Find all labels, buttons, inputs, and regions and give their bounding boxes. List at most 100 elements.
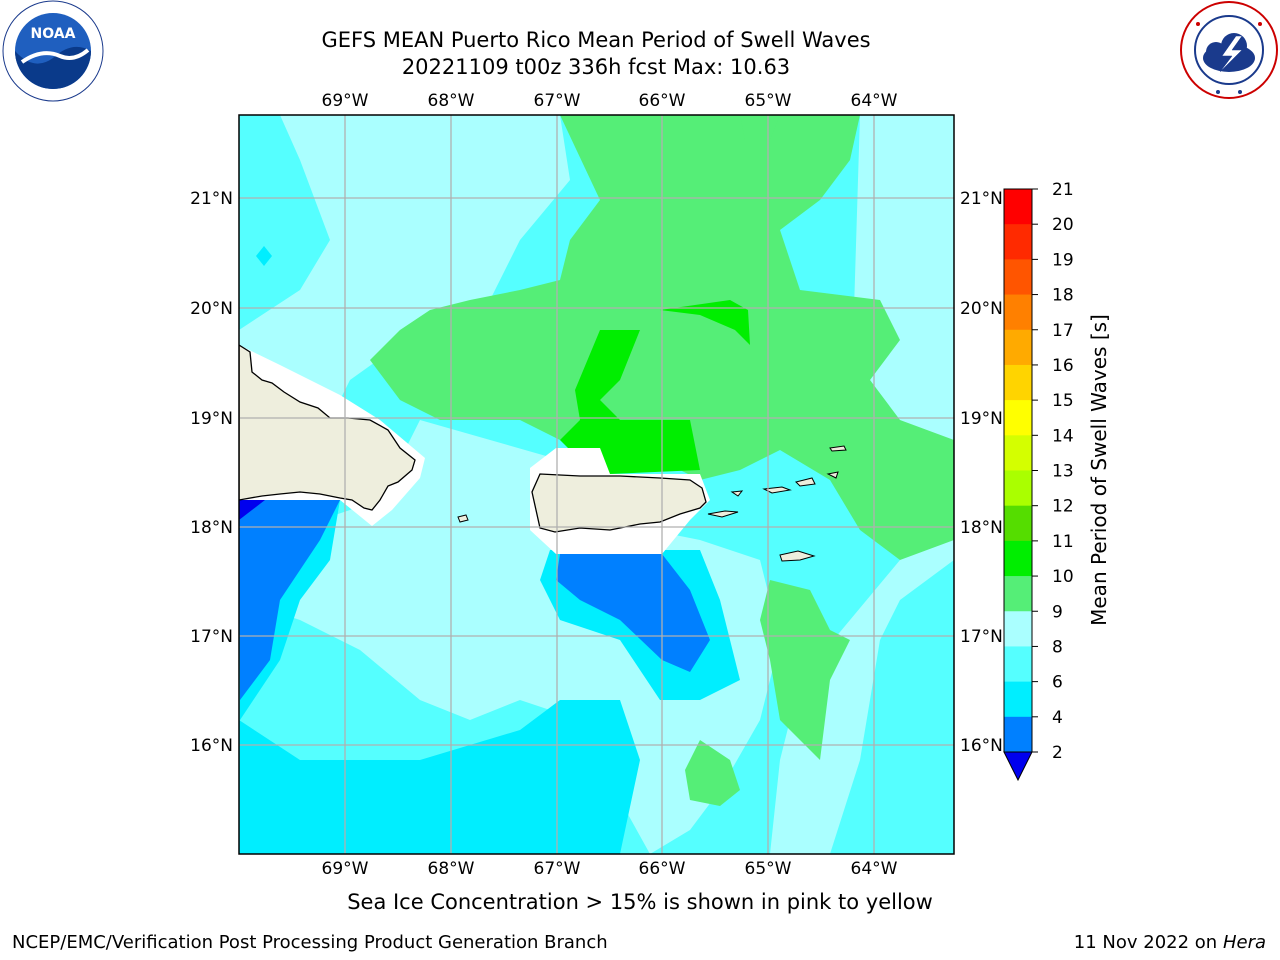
lon-label: 68°W [428, 859, 475, 879]
lat-label: 19°N [190, 409, 233, 429]
lon-label: 68°W [428, 91, 475, 111]
date-text: 11 Nov 2022 on Hera [1074, 932, 1266, 953]
chart-subtitle: 20221109 t00z 336h fcst Max: 10.63 [401, 55, 791, 79]
colorbar-segment [1004, 364, 1032, 401]
colorbar-segment [1004, 611, 1032, 647]
colorbar-segment [1004, 470, 1032, 507]
lat-label: 16°N [960, 736, 1003, 756]
lat-label: 18°N [190, 518, 233, 538]
island-vieques [707, 510, 739, 518]
lon-label: 64°W [851, 859, 898, 879]
colorbar-segment [1004, 716, 1032, 753]
colorbar-extend-triangle [1003, 751, 1033, 782]
lat-label: 21°N [960, 189, 1003, 209]
lon-label: 67°W [534, 91, 581, 111]
chart-title: GEFS MEAN Puerto Rico Mean Period of Swe… [321, 28, 871, 52]
field-9-10-southwest [685, 740, 740, 806]
colorbar-tick-label: 4 [1052, 708, 1063, 728]
colorbar-tick-label: 6 [1052, 673, 1063, 693]
colorbar-segment [1004, 259, 1032, 296]
colorbar-label: Mean Period of Swell Waves [s] [1087, 314, 1111, 626]
island-st-thomas [762, 486, 792, 494]
lat-labels-right: 21°N 20°N 19°N 18°N 17°N 16°N [960, 189, 1003, 756]
colorbar-segment [1004, 189, 1032, 225]
island-culebra [730, 490, 744, 497]
field-below-2 [239, 500, 265, 520]
colorbar-tick-label: 21 [1052, 180, 1074, 200]
lon-label: 65°W [745, 859, 792, 879]
lat-label: 16°N [190, 736, 233, 756]
lon-label: 69°W [322, 91, 369, 111]
field-9-10-south [760, 580, 850, 760]
colorbar-tick-label: 9 [1052, 602, 1063, 622]
lat-label: 19°N [960, 409, 1003, 429]
colorbar-tick-label: 13 [1052, 462, 1074, 482]
land-hispaniola [239, 344, 416, 511]
nws-logo [1180, 1, 1278, 99]
lat-labels-left: 21°N 20°N 19°N 18°N 17°N 16°N [190, 189, 233, 756]
colorbar-ticks: 21 20 19 18 17 16 15 14 13 12 11 10 9 8 6 4 2 [1032, 180, 1074, 763]
credit-text: NCEP/EMC/Verification Post Processing Pr… [12, 932, 608, 953]
colorbar-segment [1004, 540, 1032, 577]
colorbar-tick-label: 15 [1052, 391, 1074, 411]
lon-label: 64°W [851, 91, 898, 111]
colorbar-tick-label: 10 [1052, 567, 1074, 587]
colorbar-segment [1004, 435, 1032, 471]
lat-label: 17°N [190, 627, 233, 647]
island-tortola [795, 477, 816, 487]
lon-labels-bottom: 69°W 68°W 67°W 66°W 65°W 64°W [322, 859, 898, 879]
sea-ice-note: Sea Ice Concentration > 15% is shown in … [347, 890, 933, 914]
colorbar-tick-label: 18 [1052, 286, 1074, 306]
field-10-11-north [660, 300, 750, 345]
date-label: 11 Nov 2022 on [1073, 932, 1218, 953]
colorbar-segment [1004, 224, 1032, 260]
colorbar-tick-label: 20 [1052, 215, 1074, 235]
lon-label: 67°W [534, 859, 581, 879]
colorbar-segment [1004, 646, 1032, 683]
lon-label: 69°W [322, 859, 369, 879]
colorbar-tick-label: 16 [1052, 356, 1074, 376]
lon-labels-top: 69°W 68°W 67°W 66°W 65°W 64°W [322, 91, 898, 111]
colorbar-tick-label: 2 [1052, 743, 1063, 763]
noaa-logo: NOAA [2, 0, 104, 102]
colorbar-segment [1004, 505, 1032, 542]
colorbar-segments [1003, 188, 1033, 782]
map-gridlines [239, 115, 954, 854]
lon-label: 66°W [639, 859, 686, 879]
colorbar-tick-label: 11 [1052, 532, 1074, 552]
colorbar-tick-label: 14 [1052, 426, 1074, 446]
island-anegada [826, 471, 839, 479]
lon-label: 65°W [745, 91, 792, 111]
field-8-9-north [239, 115, 570, 420]
island-st-croix [779, 550, 816, 562]
map-frame [238, 114, 955, 855]
lat-label: 20°N [960, 299, 1003, 319]
colorbar-tick-label: 12 [1052, 497, 1074, 517]
lon-label: 66°W [639, 91, 686, 111]
lat-label: 20°N [190, 299, 233, 319]
field-4-6-nw-spot [256, 246, 272, 266]
field-4-6-south [239, 700, 640, 854]
noaa-logo-text: NOAA [31, 26, 76, 42]
lat-label: 17°N [960, 627, 1003, 647]
field-2-4-west [239, 500, 340, 700]
colorbar-tick-label: 8 [1052, 637, 1063, 657]
colorbar-tick-label: 19 [1052, 250, 1074, 270]
colorbar-tick-label: 17 [1052, 321, 1074, 341]
field-10-11-core [560, 330, 700, 474]
island-mona [457, 514, 469, 523]
colorbar-segment [1004, 400, 1032, 436]
field-9-10-ne-patch [740, 115, 780, 140]
field-2-4-pr-south [556, 554, 710, 672]
colorbar-segment [1004, 576, 1032, 612]
lat-label: 21°N [190, 189, 233, 209]
colorbar-segment [1004, 681, 1032, 718]
contour-field [239, 115, 954, 854]
colorbar-segment [1004, 329, 1032, 366]
island-sombrero [829, 445, 847, 452]
colorbar-segment [1004, 294, 1032, 331]
host-name: Hera [1222, 932, 1266, 953]
colorbar: 21 20 19 18 17 16 15 14 13 12 11 10 9 8 6 4 2 Mean Perio… [1003, 180, 1111, 782]
lat-label: 18°N [960, 518, 1003, 538]
